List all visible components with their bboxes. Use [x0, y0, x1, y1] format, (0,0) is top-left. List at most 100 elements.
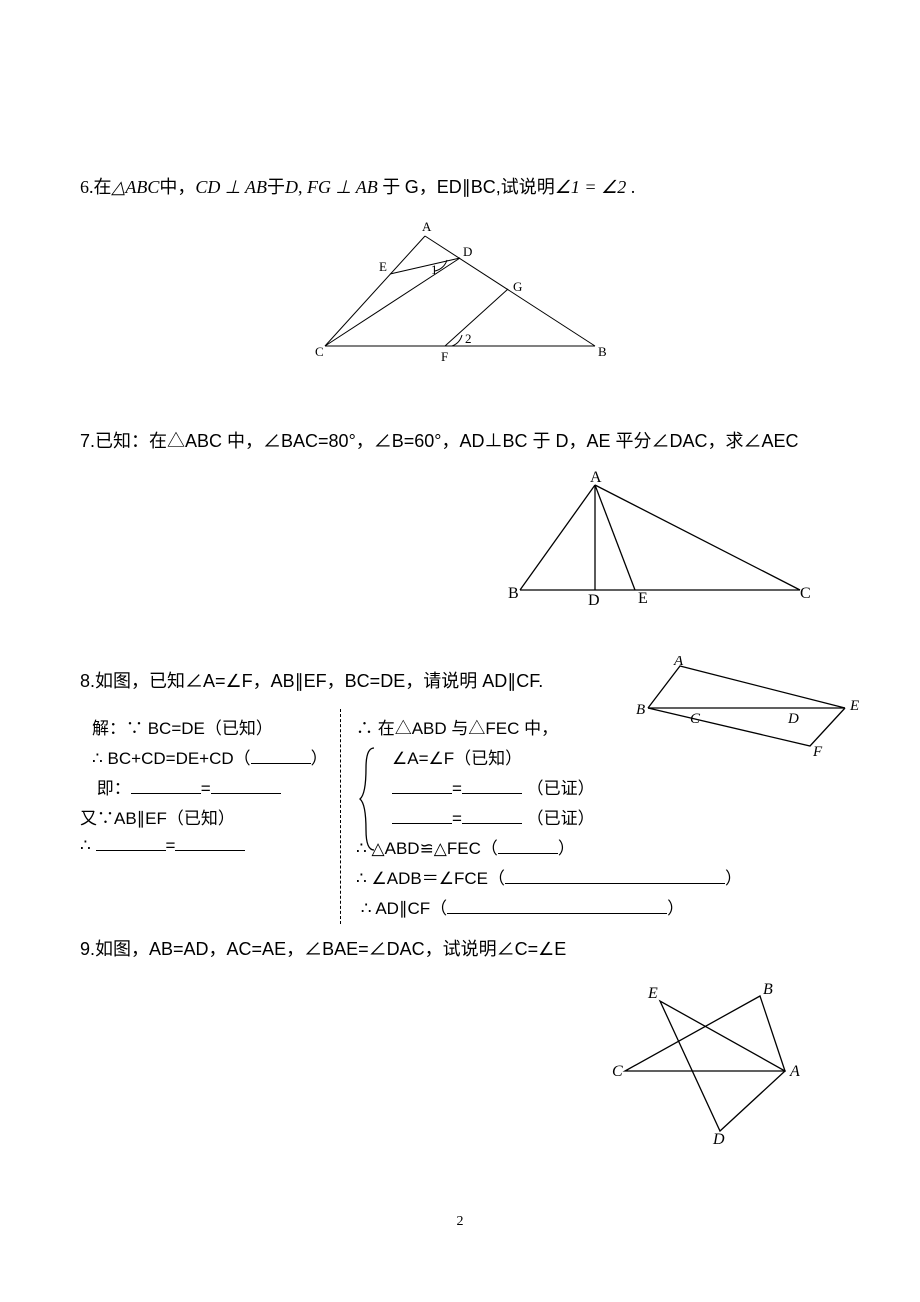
blank-7[interactable]: [462, 777, 522, 794]
fig6-G: G: [513, 279, 522, 294]
q8-l2a: ∴ BC+CD=DE+CD（: [92, 749, 251, 768]
fig6-A: A: [422, 219, 432, 234]
q6-mid1: 中，: [159, 177, 195, 197]
q8-r3: ∴ ∠ADB＝∠FCE（ ）: [356, 864, 840, 889]
q8-b3: = （已证）: [380, 804, 840, 829]
q8-l1: 解：∵ BC=DE（已知）: [80, 714, 332, 739]
fig9-C: C: [612, 1063, 623, 1080]
fig6-B: B: [598, 344, 607, 359]
q6-pre: 在: [94, 177, 112, 197]
q8-left-col: 解：∵ BC=DE（已知） ∴ BC+CD=DE+CD（ ） 即： = 又∵AB∥E…: [80, 709, 340, 924]
blank-4[interactable]: [96, 834, 166, 851]
fig7-A: A: [590, 470, 602, 486]
fig6-F: F: [441, 349, 448, 364]
q8-r3a: ∴ ∠ADB＝∠FCE（: [356, 869, 505, 888]
q6-ang: ∠1 = ∠2: [555, 177, 626, 197]
brace-icon: [358, 744, 378, 854]
q8-l4: 又∵AB∥EF（已知）: [80, 804, 332, 829]
q6-ab1: AB: [245, 177, 267, 197]
blank-3[interactable]: [211, 777, 281, 794]
q8-l3a: 即：: [97, 779, 131, 798]
q6-ab2: AB: [356, 177, 378, 197]
q8-num: 8.: [80, 671, 95, 691]
q6-perp1: ⊥: [225, 177, 241, 197]
q8-body: 解：∵ BC=DE（已知） ∴ BC+CD=DE+CD（ ） 即： = 又∵AB∥E…: [80, 709, 840, 924]
q6-G: G，: [405, 177, 437, 197]
q8-brace-block: ∠A=∠F（已知） = （已证） = （已证）: [356, 744, 840, 829]
q8-l2b: ）: [311, 749, 328, 768]
fig8-E: E: [849, 698, 859, 714]
q6-c1: ,: [298, 177, 307, 197]
q8-b3p: （已证）: [527, 809, 595, 828]
q9-text: 如图，AB=AD，AC=AE，∠BAE=∠DAC，试说明∠C=∠E: [95, 939, 566, 959]
q8-b3eq: =: [452, 809, 462, 828]
q8-r4b: ）: [667, 899, 684, 918]
q6-par: ∥: [462, 177, 471, 197]
q8-right-col: ∴ 在△ABD 与△FEC 中， ∠A=∠F（已知） = （已证） = （已证）…: [340, 709, 840, 924]
q8-l5: ∴ =: [80, 834, 332, 856]
page-number: 2: [0, 1214, 920, 1230]
q6-cd: CD: [195, 177, 220, 197]
q6-fg: FG: [307, 177, 331, 197]
q8-r2: ∴ △ABD≌△FEC（）: [356, 834, 840, 859]
blank-2[interactable]: [131, 777, 201, 794]
figure-9: A B C D E: [600, 976, 810, 1146]
q6-ed: ED: [437, 177, 462, 197]
q7-text: 已知：在△ABC 中，∠BAC=80°，∠B=60°，AD⊥BC 于 D，AE …: [95, 431, 799, 451]
fig9-A: A: [789, 1063, 800, 1080]
q6-num: 6.: [80, 177, 94, 197]
q6-dot: .: [631, 177, 636, 197]
blank-10[interactable]: [498, 837, 558, 854]
q9-num: 9.: [80, 939, 95, 959]
q8-head: 如图，已知∠A=∠F，AB∥EF，BC=DE，请说明 AD∥CF.: [95, 671, 543, 691]
q8-l5eq: =: [166, 836, 176, 855]
q8-r2b: ）: [558, 839, 575, 858]
question-9: 9.如图，AB=AD，AC=AE，∠BAE=∠DAC，试说明∠C=∠E: [80, 932, 840, 966]
q8-b2eq: =: [452, 779, 462, 798]
fig6-C: C: [315, 344, 324, 359]
q6-tri-abc: ABC: [125, 177, 159, 197]
q8-r3b: ）: [725, 869, 742, 888]
q8-b2: = （已证）: [380, 774, 840, 799]
q8-l2: ∴ BC+CD=DE+CD（ ）: [80, 744, 332, 769]
q8-l3eq: =: [201, 779, 211, 798]
fig6-E: E: [379, 259, 387, 274]
fig7-B: B: [508, 585, 519, 602]
q8-l5a: ∴: [80, 836, 96, 855]
question-7: 7.已知：在△ABC 中，∠BAC=80°，∠B=60°，AD⊥BC 于 D，A…: [80, 424, 840, 458]
q7-num: 7.: [80, 431, 95, 451]
q8-r4: ∴ AD∥CF（ ）: [356, 894, 840, 919]
blank-5[interactable]: [175, 834, 245, 851]
fig7-C: C: [800, 585, 811, 602]
q8-b2p: （已证）: [527, 779, 595, 798]
fig6-ang2: 2: [465, 331, 472, 346]
figure-6: A B C D E F G 1 2: [295, 216, 625, 376]
q6-tail: 试说明: [501, 177, 555, 197]
q6-perp2: ⊥: [336, 177, 352, 197]
q8-r1: ∴ 在△ABD 与△FEC 中，: [356, 714, 840, 739]
fig9-D: D: [712, 1131, 725, 1146]
figure-7: A B C D E: [490, 470, 820, 610]
q8-b1: ∠A=∠F（已知）: [380, 744, 840, 769]
q6-D: D: [285, 177, 298, 197]
fig9-B: B: [763, 981, 773, 998]
blank-11[interactable]: [505, 867, 725, 884]
blank-9[interactable]: [462, 807, 522, 824]
q8-l3: 即： =: [80, 774, 332, 799]
blank-1[interactable]: [251, 747, 311, 764]
blank-6[interactable]: [392, 777, 452, 794]
q6-yu2: 于: [382, 177, 400, 197]
question-6: 6.在△ABC中，CD ⊥ AB于D, FG ⊥ AB 于 G，ED∥BC,试说…: [80, 170, 840, 204]
blank-8[interactable]: [392, 807, 452, 824]
q6-bc: BC,: [471, 177, 501, 197]
fig9-E: E: [647, 985, 658, 1002]
q8-r4a: ∴ AD∥CF（: [361, 899, 447, 918]
fig7-D: D: [588, 592, 600, 609]
blank-12[interactable]: [447, 897, 667, 914]
fig6-D: D: [463, 244, 472, 259]
fig8-A: A: [673, 656, 684, 669]
q6-tri: △ABC: [112, 177, 160, 197]
q6-yu1: 于: [267, 177, 285, 197]
fig7-E: E: [638, 590, 648, 607]
fig6-ang1: 1: [431, 262, 438, 277]
